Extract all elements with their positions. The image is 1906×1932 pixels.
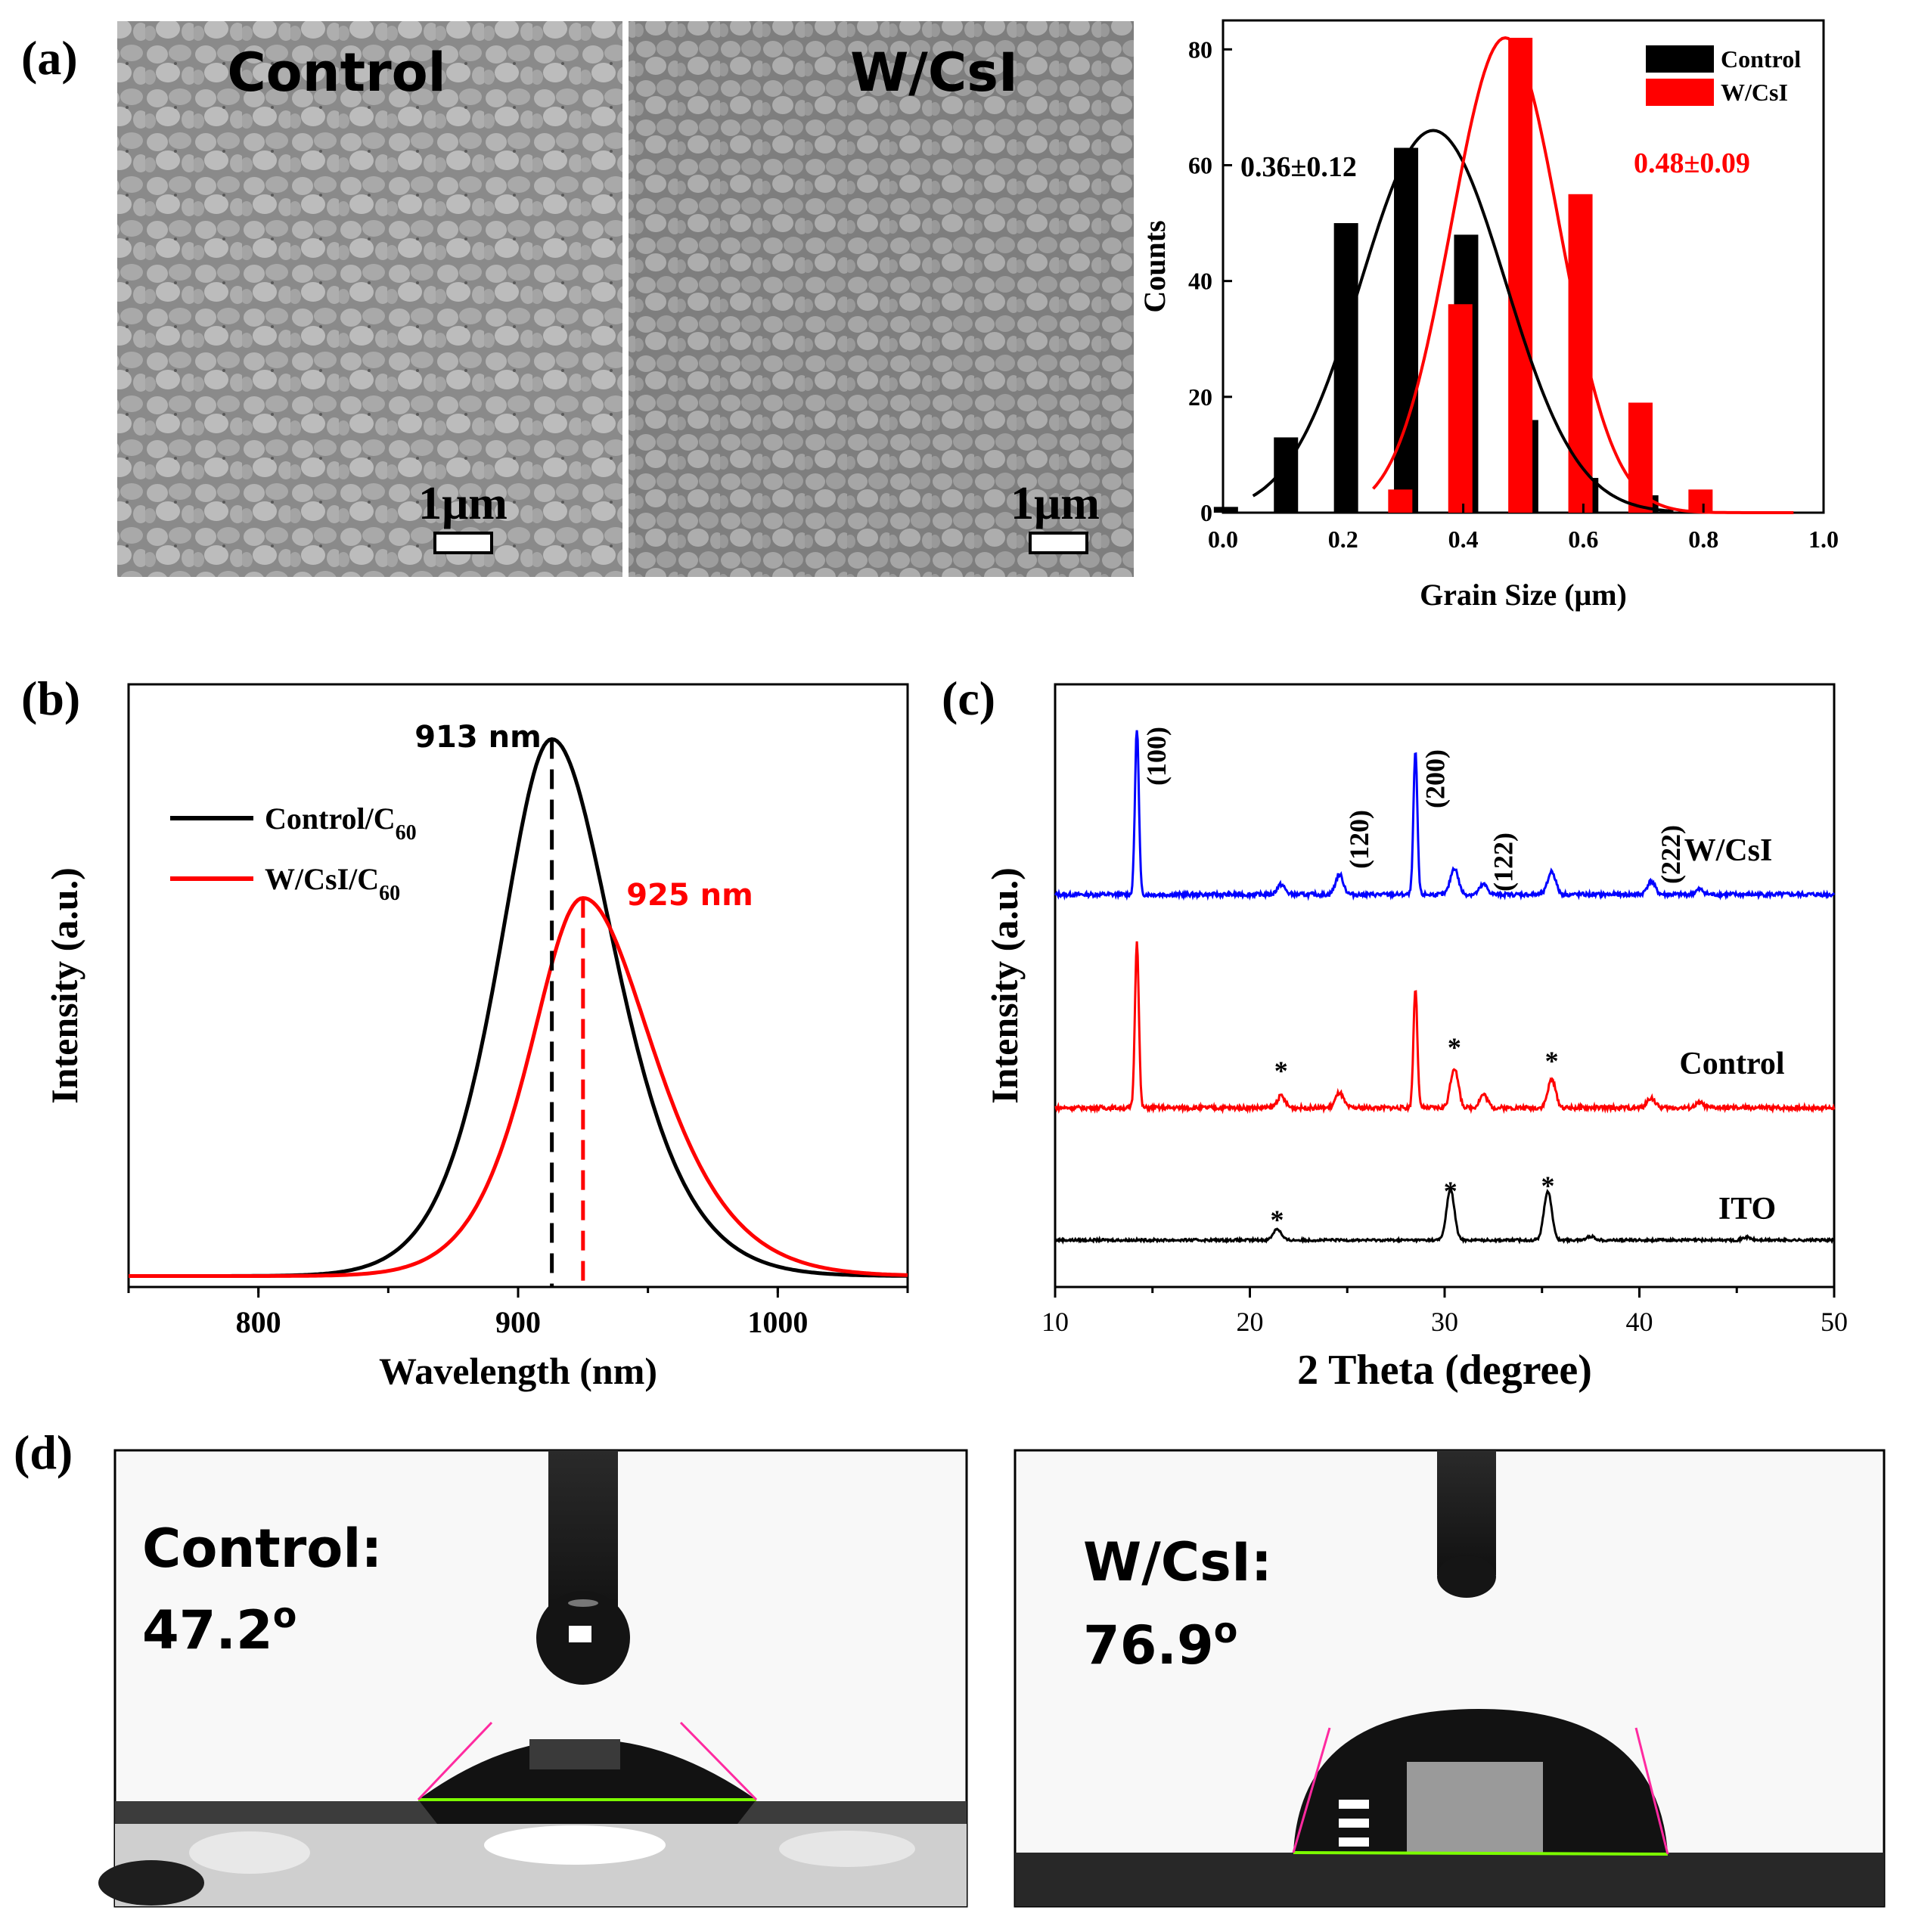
grain-bar-control-3	[1394, 147, 1419, 513]
xrd-curve-control	[1054, 941, 1836, 1115]
pl-legend-name: W/CsI/C	[265, 862, 379, 896]
contact-angle-image-wcsi: W/CsI: 76.9o	[1014, 1449, 1886, 1908]
xrd-xtick-label: 10	[1041, 1307, 1069, 1337]
sem-control-scale-label: 1μm	[418, 478, 508, 529]
sem-wcsi-label: W/CsI	[850, 42, 1018, 104]
grain-annotation-wcsi: 0.48±0.09	[1634, 147, 1750, 179]
pl-ylabel: Intensity (a.u.)	[43, 867, 85, 1104]
grain-xtick-label: 1.0	[1808, 526, 1839, 553]
pl-xlabel: Wavelength (nm)	[379, 1350, 657, 1392]
grain-ytick-label: 40	[1188, 268, 1212, 295]
xrd-xtick-label: 30	[1431, 1307, 1458, 1337]
pl-xtick-label: 900	[495, 1305, 541, 1339]
xrd-series-label-0: W/CsI	[1684, 833, 1773, 868]
contact-wcsi-angle-value: 76.9	[1083, 1614, 1214, 1676]
xrd-star-control: *	[1545, 1046, 1559, 1076]
grain-bar-control-0	[1213, 507, 1238, 513]
grain-bar-wcsi-1	[1448, 304, 1473, 513]
grain-bar-wcsi-3	[1568, 194, 1593, 513]
sem-wcsi-scale-label: 1μm	[1010, 478, 1100, 529]
pl-spectrum-chart: 800 900 1000 Wavelength (nm) Intensity (a.u.…	[43, 683, 909, 1392]
panel-c-letter: (c)	[942, 671, 995, 725]
xrd-series-label-1: Control	[1679, 1047, 1784, 1081]
xrd-ylabel: Intensity (a.u.)	[983, 867, 1026, 1104]
xrd-star-ito: *	[1271, 1205, 1284, 1235]
pl-legend-subscript: 60	[396, 821, 417, 845]
grain-legend-swatch-0	[1646, 45, 1714, 73]
grain-bar-wcsi-0	[1388, 489, 1413, 513]
xrd-hkl-label: (222)	[1656, 825, 1686, 884]
xrd-xtick-label: 20	[1237, 1307, 1264, 1337]
sem-control-scale-bar	[433, 532, 493, 554]
grain-ytick-label: 80	[1188, 36, 1212, 63]
pl-legend-subscript: 60	[379, 882, 400, 905]
xrd-curve-ito	[1054, 1187, 1835, 1245]
contact-control-angle-value: 47.2	[142, 1599, 273, 1661]
contact-control-angle: 47.2o	[142, 1595, 296, 1661]
grain-ytick-label: 0	[1200, 499, 1212, 526]
xrd-star-ito: *	[1444, 1176, 1457, 1206]
pl-legend-label-1: W/CsI/C60	[265, 862, 400, 905]
xrd-star-control: *	[1448, 1032, 1461, 1062]
panel-d-letter: (d)	[14, 1425, 73, 1479]
contact-control-degree-mark: o	[273, 1595, 297, 1636]
contact-wcsi-angle: 76.9o	[1083, 1610, 1237, 1676]
pl-peak-label-red: 925 nm	[626, 878, 753, 913]
sem-wcsi-scale-bar	[1029, 532, 1088, 554]
xrd-star-ito: *	[1541, 1171, 1554, 1201]
xrd-xtick-label: 40	[1626, 1307, 1653, 1337]
grain-legend-label-0: Control	[1721, 45, 1801, 73]
grain-xtick-label: 0.2	[1328, 526, 1358, 553]
grain-annotation-control: 0.36±0.12	[1240, 151, 1357, 183]
pl-peak-label-black: 913 nm	[414, 720, 542, 755]
grain-size-histogram: 0.0 0.2 0.4 0.6 0.8 1.0 0 20 40 60 80 Grain Size (μ…	[1138, 19, 1839, 612]
grain-fit-curve-1	[1372, 36, 1794, 514]
xrd-xlabel: 2 Theta (degree)	[1297, 1347, 1592, 1394]
xrd-series-label-2: ITO	[1718, 1192, 1776, 1226]
grain-bar-wcsi-2	[1508, 37, 1533, 513]
contact-wcsi-label: W/CsI:	[1083, 1531, 1272, 1593]
xrd-xtick-label: 50	[1821, 1307, 1848, 1337]
xrd-hkl-label: (200)	[1420, 749, 1450, 808]
grain-bar-wcsi-5	[1688, 489, 1713, 513]
grain-xtick-label: 0.8	[1688, 526, 1718, 553]
pl-legend-name: Control/C	[265, 802, 396, 836]
grain-legend-label-1: W/CsI	[1721, 79, 1788, 106]
sem-image-wcsi: W/CsI 1μm	[629, 21, 1134, 577]
grain-ytick-label: 20	[1188, 383, 1212, 411]
xrd-pattern-chart: W/CsI Control ITO (100) (120) (200) (122) (222)…	[983, 683, 1848, 1394]
panel-a-letter: (a)	[21, 31, 78, 85]
panel-b-letter: (b)	[21, 671, 80, 725]
xrd-curve-wcsi	[1054, 730, 1836, 901]
grain-bar-wcsi-4	[1628, 402, 1653, 513]
pl-legend-label-0: Control/C60	[265, 802, 417, 845]
pl-curve-1	[129, 896, 908, 1278]
sem-control-label: Control	[227, 42, 445, 104]
xrd-hkl-label: (100)	[1141, 727, 1172, 786]
contact-control-label: Control:	[142, 1518, 382, 1580]
pl-xtick-label: 1000	[747, 1305, 808, 1339]
xrd-hkl-label: (120)	[1344, 810, 1374, 869]
grain-legend-swatch-1	[1646, 79, 1714, 106]
contact-angle-image-control: Control: 47.2o	[98, 1449, 968, 1908]
grain-bar-control-2	[1333, 223, 1358, 513]
grain-xtick-label: 0.4	[1448, 526, 1479, 553]
pl-xtick-label: 800	[236, 1305, 281, 1339]
grain-xtick-label: 0.6	[1568, 526, 1598, 553]
grain-ylabel: Counts	[1138, 220, 1172, 312]
contact-wcsi-degree-mark: o	[1214, 1610, 1238, 1651]
sem-image-control: Control 1μm	[117, 21, 622, 577]
grain-xtick-label: 0.0	[1208, 526, 1238, 553]
grain-xlabel: Grain Size (μm)	[1420, 578, 1627, 612]
xrd-star-control: *	[1274, 1056, 1288, 1086]
pl-plot-frame	[127, 683, 909, 1289]
xrd-hkl-label: (122)	[1488, 833, 1519, 892]
grain-ytick-label: 60	[1188, 151, 1212, 178]
